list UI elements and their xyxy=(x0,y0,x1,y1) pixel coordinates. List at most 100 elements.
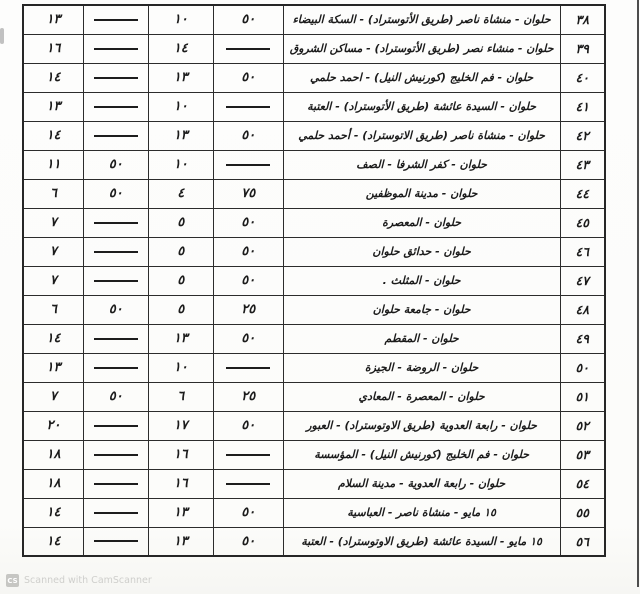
fare-cell: ١٣ xyxy=(22,91,84,122)
fare-table-body: ٣٨ حلوان - منشاة ناصر (طريق الأتوستراد) -… xyxy=(22,4,606,557)
route-name-cell: حلوان - مدينة الموظفين xyxy=(282,178,561,209)
route-name-cell: حلوان - الروضة - الجيزة xyxy=(282,352,561,383)
fare-cell: ١٦ xyxy=(22,33,84,64)
fare-cell: ٥٠ xyxy=(212,62,284,93)
table-row: ٤٧ حلوان - المثلث . ٥٠ ٥ ٧ xyxy=(22,265,606,296)
dash-mark xyxy=(93,105,138,108)
watermark-text: Scanned with CamScanner xyxy=(24,575,152,586)
fare-cell xyxy=(82,91,149,122)
fare-cell xyxy=(82,526,149,557)
fare-cell: ٧ xyxy=(22,236,84,267)
fare-cell: ١٠ xyxy=(147,91,214,122)
fare-cell: ٥٠ xyxy=(212,526,284,557)
fare-cell: ٦ xyxy=(22,294,84,325)
table-row: ٤٤ حلوان - مدينة الموظفين ٧٥ ٤ ٥٠ ٦ xyxy=(22,178,606,209)
route-number-cell: ٤٤ xyxy=(559,178,606,209)
dash-mark xyxy=(226,47,271,50)
dash-mark xyxy=(93,76,138,79)
dash-mark xyxy=(226,482,271,485)
fare-cell xyxy=(82,120,149,151)
route-name-cell: حلوان - منشاة ناصر (طريق الاتوستراد) - أ… xyxy=(282,120,561,151)
fare-cell: ١٤ xyxy=(22,62,84,93)
route-name-cell: حلوان - حدائق حلوان xyxy=(282,236,561,267)
table-row: ٥٢ حلوان - رابعة العدوية (طريق الاوتوسترا… xyxy=(22,410,606,441)
fare-cell xyxy=(82,352,149,383)
route-name-cell: حلوان - جامعة حلوان xyxy=(282,294,561,325)
table-row: ٤٦ حلوان - حدائق حلوان ٥٠ ٥ ٧ xyxy=(22,236,606,267)
fare-cell: ٢٥ xyxy=(212,381,284,412)
fare-cell: ١٣ xyxy=(147,120,214,151)
fare-cell: ١١ xyxy=(22,149,84,180)
dash-mark xyxy=(93,540,138,543)
fare-cell: ٥٠ xyxy=(82,149,149,180)
fare-cell: ٤ xyxy=(147,178,214,209)
fare-cell: ٧٥ xyxy=(212,178,284,209)
fare-cell: ٥٠ xyxy=(212,497,284,528)
fare-cell: ٥٠ xyxy=(212,120,284,151)
fare-cell: ٥ xyxy=(147,265,214,296)
dash-mark xyxy=(93,511,138,514)
fare-cell xyxy=(82,236,149,267)
fare-cell xyxy=(82,4,149,35)
fare-cell: ٥٠ xyxy=(212,410,284,441)
fare-cell: ١٣ xyxy=(22,352,84,383)
table-row: ٥٠ حلوان - الروضة - الجيزة ١٠ ١٣ xyxy=(22,352,606,383)
fare-cell xyxy=(212,33,284,64)
fare-cell xyxy=(212,149,284,180)
fare-cell: ٥٠ xyxy=(212,236,284,267)
dash-mark xyxy=(226,366,271,369)
table-row: ٣٩ حلوان - منشاء نصر (طريق الأتوستراد) - … xyxy=(22,33,606,64)
route-number-cell: ٥٦ xyxy=(559,526,606,557)
route-number-cell: ٤٥ xyxy=(559,207,606,238)
table-row: ٥٥ ١٥ مايو - منشاة ناصر - العباسية ٥٠ ١٣ ١٤ xyxy=(22,497,606,528)
fare-cell: ١٣ xyxy=(147,497,214,528)
fare-cell: ٥٠ xyxy=(82,178,149,209)
route-number-cell: ٥٣ xyxy=(559,439,606,470)
table-row: ٤٩ حلوان - المقطم ٥٠ ١٣ ١٤ xyxy=(22,323,606,354)
route-number-cell: ٤٦ xyxy=(559,236,606,267)
fare-cell: ٥٠ xyxy=(82,381,149,412)
table-row: ٤٢ حلوان - منشاة ناصر (طريق الاتوستراد) -… xyxy=(22,120,606,151)
dash-mark xyxy=(93,221,138,224)
route-name-cell: حلوان - السيدة عائشة (طريق الأتوستراد) -… xyxy=(282,91,561,122)
table-row: ٥١ حلوان - المعصرة - المعادي ٢٥ ٦ ٥٠ ٧ xyxy=(22,381,606,412)
fare-cell: ٦ xyxy=(22,178,84,209)
route-number-cell: ٤٣ xyxy=(559,149,606,180)
route-name-cell: حلوان - المعصرة - المعادي xyxy=(282,381,561,412)
scan-edge-artifact xyxy=(636,0,639,587)
route-name-cell: حلوان - فم الخليج (كورنيش النيل) - المؤس… xyxy=(282,439,561,470)
route-number-cell: ٤٧ xyxy=(559,265,606,296)
route-name-cell: ١٥ مايو - السيدة عائشة (طريق الاوتوستراد… xyxy=(282,526,561,557)
fare-cell: ٥٠ xyxy=(212,207,284,238)
fare-cell: ١٤ xyxy=(147,33,214,64)
fare-cell xyxy=(82,439,149,470)
route-number-cell: ٤١ xyxy=(559,91,606,122)
dash-mark xyxy=(93,47,138,50)
route-name-cell: حلوان - فم الخليج (كورنيش النيل) - احمد … xyxy=(282,62,561,93)
fare-cell: ١٨ xyxy=(22,439,84,470)
fare-cell: ١٤ xyxy=(22,497,84,528)
dash-mark xyxy=(93,424,138,427)
dash-mark xyxy=(93,366,138,369)
route-number-cell: ٥١ xyxy=(559,381,606,412)
fare-cell: ١٠ xyxy=(147,149,214,180)
table-row: ٤٥ حلوان - المعصرة ٥٠ ٥ ٧ xyxy=(22,207,606,238)
fare-cell xyxy=(82,207,149,238)
fare-cell: ١٤ xyxy=(22,120,84,151)
fare-cell: ١٤ xyxy=(22,323,84,354)
route-name-cell: حلوان - منشاء نصر (طريق الأتوستراد) - مس… xyxy=(282,33,561,64)
fare-cell xyxy=(82,468,149,499)
table-row: ٤٠ حلوان - فم الخليج (كورنيش النيل) - احم… xyxy=(22,62,606,93)
fare-cell: ١٠ xyxy=(147,4,214,35)
table-row: ٤٣ حلوان - كفر الشرفا - الصف ١٠ ٥٠ ١١ xyxy=(22,149,606,180)
fare-cell: ١٦ xyxy=(147,439,214,470)
fare-cell: ١٧ xyxy=(147,410,214,441)
fare-cell xyxy=(82,323,149,354)
route-name-cell: حلوان - المثلث . xyxy=(282,265,561,296)
fare-cell: ١٣ xyxy=(22,4,84,35)
fare-cell: ٥ xyxy=(147,294,214,325)
fare-cell xyxy=(82,410,149,441)
fare-cell: ١٨ xyxy=(22,468,84,499)
table-row: ٥٦ ١٥ مايو - السيدة عائشة (طريق الاوتوستر… xyxy=(22,526,606,557)
